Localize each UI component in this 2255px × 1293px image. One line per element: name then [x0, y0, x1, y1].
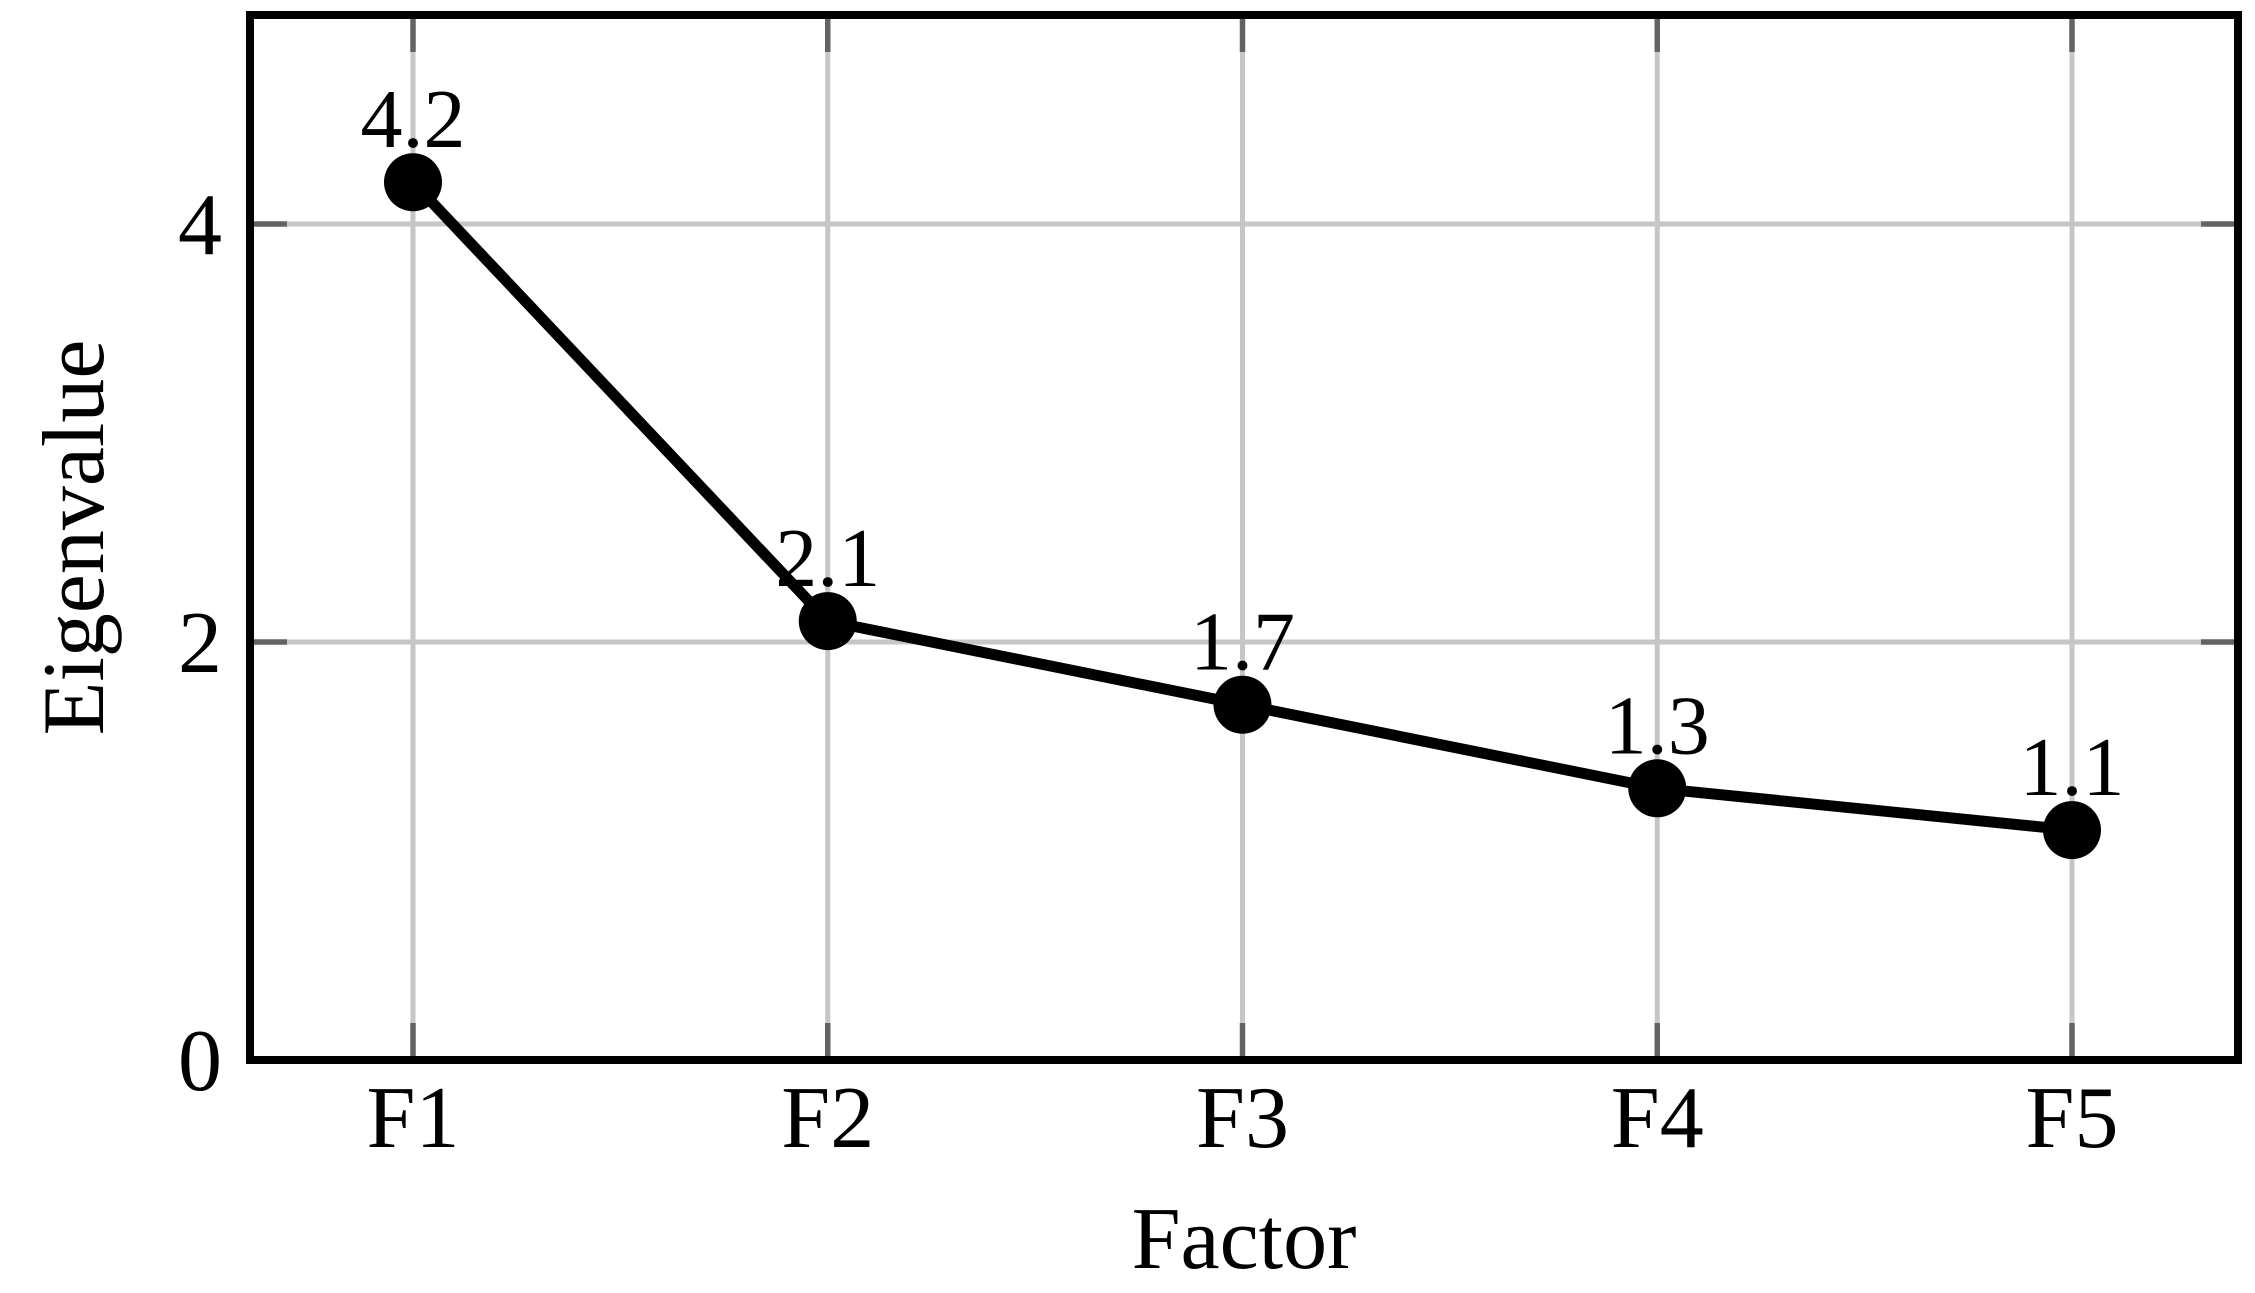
data-point-label: 2.1 [775, 512, 880, 605]
x-tick-label: F4 [1611, 1070, 1704, 1167]
data-point [1213, 675, 1272, 734]
data-point [2043, 801, 2101, 860]
data-point [384, 153, 442, 212]
data-point-label: 1.1 [2020, 721, 2125, 814]
y-tick-label: 2 [178, 595, 222, 692]
y-axis-title: Eigenvalue [26, 340, 123, 736]
plot-border [246, 11, 2242, 1064]
x-tick-label: F1 [367, 1070, 460, 1167]
data-point [798, 592, 857, 651]
x-tick-label: F5 [2026, 1070, 2119, 1167]
y-tick-label: 0 [178, 1013, 222, 1110]
data-point-label: 1.7 [1190, 596, 1295, 689]
data-point-label: 4.2 [361, 73, 466, 166]
x-tick-label: F2 [781, 1070, 874, 1167]
x-axis-title: Factor [1132, 1191, 1357, 1288]
x-tick-label: F3 [1196, 1070, 1289, 1167]
data-point-label: 1.3 [1605, 679, 1710, 772]
data-point [1628, 759, 1687, 818]
y-tick-label: 4 [178, 177, 222, 274]
